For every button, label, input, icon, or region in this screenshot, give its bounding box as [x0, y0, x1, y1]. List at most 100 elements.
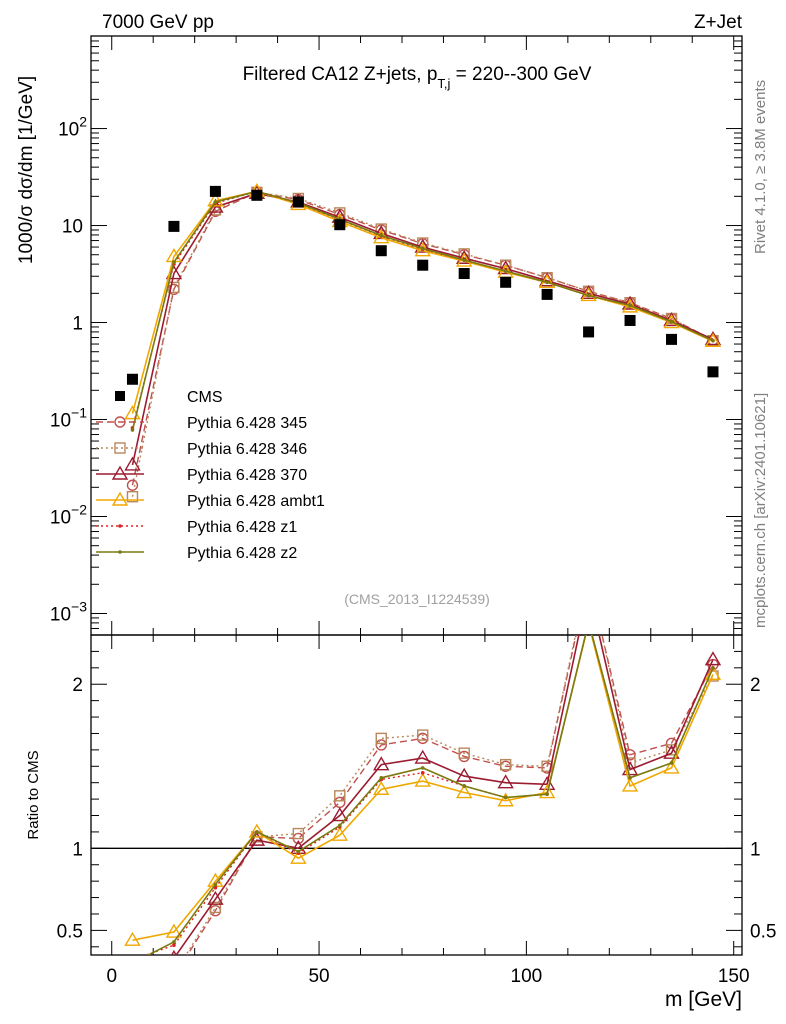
ratio-plot-frame [90, 634, 743, 956]
y-tick-label: 1 [72, 314, 83, 335]
y-tick-label: 10 [62, 217, 83, 238]
series-point [455, 252, 473, 267]
ratio-point [248, 823, 266, 838]
legend-marker [118, 524, 122, 528]
series-point [663, 314, 680, 329]
axes-layer: 0 50 100 150 10−3 10−2 10−1 1 10 102 0.5 0.5 1 1 2 2 [50, 35, 776, 987]
ratio-point [290, 849, 307, 864]
series-point [580, 284, 597, 300]
series-point [704, 332, 722, 348]
series-point [414, 238, 431, 253]
ratio-point [455, 784, 473, 799]
legend-marker [114, 442, 126, 454]
data-point [583, 326, 595, 338]
ratio-point [663, 744, 680, 759]
ratio-line [175, 635, 714, 955]
legend-cms-marker [115, 391, 125, 401]
ratio-tick-label-right: 1 [750, 839, 761, 860]
legend-label: Pythia 6.428 z1 [187, 519, 297, 536]
ratio-tick-label-right: 0.5 [750, 921, 776, 942]
ratio-point [131, 961, 135, 965]
y-tick-label: 102 [58, 114, 87, 141]
series-point [130, 428, 135, 432]
series-point [207, 192, 224, 207]
legend-label: Pythia 6.428 345 [187, 415, 307, 432]
series-point [545, 280, 549, 285]
ratio-point [124, 931, 141, 946]
ratio-point [584, 573, 594, 583]
ratio-point [541, 760, 553, 772]
ratio-point [711, 666, 715, 670]
ratio-point [582, 617, 596, 629]
series-point [711, 338, 715, 343]
ratio-point [704, 651, 722, 666]
ratio-tick-label: 1 [72, 839, 83, 860]
x-axis-label: m [GeV] [665, 988, 742, 1011]
ratio-point [127, 994, 137, 1004]
legend-label: Pythia 6.428 z2 [187, 545, 297, 562]
ratio-point [255, 830, 259, 834]
series-point [628, 303, 632, 308]
ratio-point [170, 949, 177, 955]
ratio-point [165, 923, 183, 938]
ratio-point [669, 761, 674, 765]
x-tick-label: 50 [308, 966, 329, 987]
data-point [417, 259, 429, 271]
ratio-series-2 [170, 635, 722, 955]
data-point [168, 220, 180, 232]
ratio-point [704, 665, 722, 681]
legend-label: Pythia 6.428 ambt1 [187, 493, 325, 510]
ratio-point [621, 761, 639, 776]
main-series-layer [124, 182, 722, 503]
ratio-point [462, 784, 466, 788]
ratio-point [207, 890, 224, 905]
data-point [251, 189, 263, 201]
ratio-point [503, 795, 508, 800]
series-point [503, 269, 508, 273]
y-tick-label: 10−3 [50, 598, 87, 625]
ratio-series-5 [131, 635, 715, 965]
y-axis-label: 1000/σ dσ/dm [1/GeV] [16, 76, 37, 264]
series-point [586, 293, 591, 298]
x-tick-label: 100 [511, 966, 543, 987]
ratio-point [169, 970, 179, 980]
ratio-point [334, 790, 346, 802]
ratio-line [186, 635, 714, 955]
legend-marker [114, 416, 126, 428]
series-point [621, 295, 639, 310]
data-point [209, 185, 221, 197]
ratio-point [587, 620, 591, 624]
ratio-tick-label-right: 2 [750, 675, 761, 696]
series-point [420, 246, 425, 251]
data-point [458, 268, 470, 280]
series-point [126, 490, 139, 503]
ratio-point [497, 774, 514, 789]
ratio-point [628, 775, 632, 780]
series-point [379, 233, 384, 238]
ratio-line [132, 635, 714, 941]
ratio-point [499, 758, 512, 771]
legend-label: Pythia 6.428 346 [187, 441, 307, 458]
data-point [126, 373, 138, 385]
rivet-label: Rivet 4.1.0, ≥ 3.8M events [752, 80, 769, 254]
ratio-series-0 [127, 573, 719, 1004]
plot-title: Filtered CA12 Z+jets, pT,j = 220--300 Ge… [243, 64, 592, 91]
ratio-point [420, 771, 425, 775]
ratio-point [624, 749, 636, 761]
ratio-point [292, 827, 305, 840]
legend-label: Pythia 6.428 370 [187, 467, 307, 484]
ratio-point [545, 792, 549, 796]
ratio-tick-label: 0.5 [57, 921, 83, 942]
legend: CMS Pythia 6.428 345 Pythia 6.428 346 Pythi… [96, 389, 325, 562]
series-3 [124, 182, 722, 420]
series-point [455, 249, 473, 264]
y-tick-label: 10−2 [50, 501, 87, 528]
series-point [213, 200, 218, 204]
data-point [541, 288, 553, 300]
ratio-point [663, 759, 680, 774]
ratio-tick-label: 2 [72, 675, 83, 696]
ratio-point [213, 882, 218, 887]
ratio-point [127, 998, 137, 1008]
legend-cms-label: CMS [187, 389, 223, 406]
